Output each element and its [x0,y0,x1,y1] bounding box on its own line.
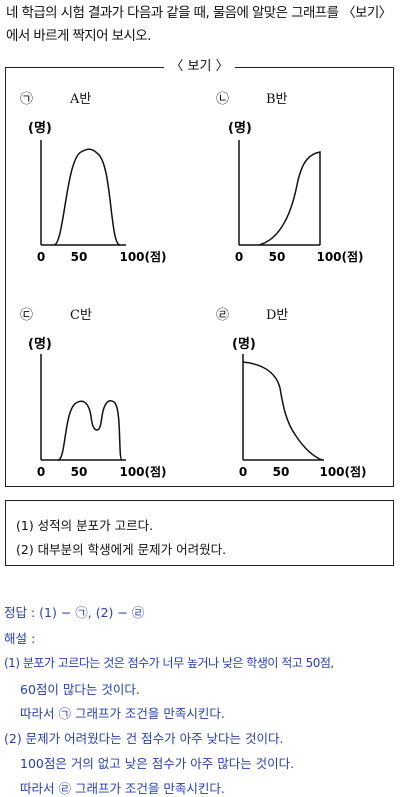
svg-text:50: 50 [71,250,88,264]
y-label: (명) [232,336,256,352]
panel-d-name: D반 [266,308,289,323]
panel-a-name: A반 [70,92,92,107]
y-label: (명) [28,120,52,136]
svg-text:50: 50 [71,465,88,479]
panel-b: ㉡ B반 (명) 0 50 100(점) [202,80,392,280]
explain-line-4: (2) 문제가 어려웠다는 건 점수가 아주 낮다는 것이다. [4,731,284,746]
panel-c: ㉢ C반 (명) 0 50 100(점) [6,296,196,496]
curve-d [242,361,323,461]
panel-a: ㉠ A반 (명) 0 50 100(점) [6,80,196,280]
curve-b [258,151,321,246]
y-label: (명) [28,336,52,352]
panel-c-name: C반 [70,308,92,323]
explain-line-5: 100점은 거의 없고 낮은 점수가 아주 많다는 것이다. [20,756,295,771]
graph-c: (명) 0 50 100(점) [28,336,167,479]
conditions-box: (1) 성적의 분포가 고르다. (2) 대부분의 학생에게 문제가 어려웠다. [5,500,394,566]
svg-text:50: 50 [269,250,286,264]
bogi-title: 〈 보기 〉 [6,58,393,76]
svg-text:0: 0 [239,465,247,479]
panel-d-marker: ㉣ [216,308,230,323]
graph-b: (명) 0 50 100(점) [228,120,364,264]
svg-text:0: 0 [235,250,243,264]
svg-text:0: 0 [37,250,45,264]
svg-text:100(점): 100(점) [319,464,366,479]
explain-line-1: (1) 분포가 고르다는 것은 점수가 너무 높거나 낮은 학생이 적고 50점… [4,656,334,670]
bogi-box: 〈 보기 〉 ㉠ A반 (명) 0 50 100(점) ㉡ B반 (명) 0 5… [5,59,394,487]
condition-2: (2) 대부분의 학생에게 문제가 어려웠다. [16,542,227,557]
y-label: (명) [228,120,252,136]
curve-a [53,148,121,246]
problem-intro: 네 학급의 시험 결과가 다음과 같을 때, 물음에 알맞은 그래프를 〈보기〉… [6,5,392,44]
svg-text:50: 50 [273,465,290,479]
panel-a-marker: ㉠ [20,92,34,107]
explain-line-2: 60점이 많다는 것이다. [20,682,140,697]
panel-d: ㉣ D반 (명) 0 50 100(점) [202,296,392,496]
condition-1: (1) 성적의 분포가 고르다. [16,518,154,533]
panel-b-marker: ㉡ [216,92,230,107]
explain-label: 해설 : [4,631,36,646]
svg-text:100(점): 100(점) [119,464,166,479]
graph-d: (명) 0 50 100(점) [232,336,367,479]
svg-text:0: 0 [37,465,45,479]
explain-line-3: 따라서 ㉠ 그래프가 조건을 만족시킨다. [20,706,225,721]
answer-line: 정답 : (1) − ㉠, (2) − ㉣ [4,605,145,620]
explain-line-6: 따라서 ㉣ 그래프가 조건을 만족시킨다. [20,781,225,796]
svg-text:100(점): 100(점) [119,249,166,264]
graph-a: (명) 0 50 100(점) [28,120,167,264]
curve-c [57,400,123,461]
svg-text:100(점): 100(점) [316,249,363,264]
panel-b-name: B반 [266,92,288,107]
panel-c-marker: ㉢ [20,308,34,323]
